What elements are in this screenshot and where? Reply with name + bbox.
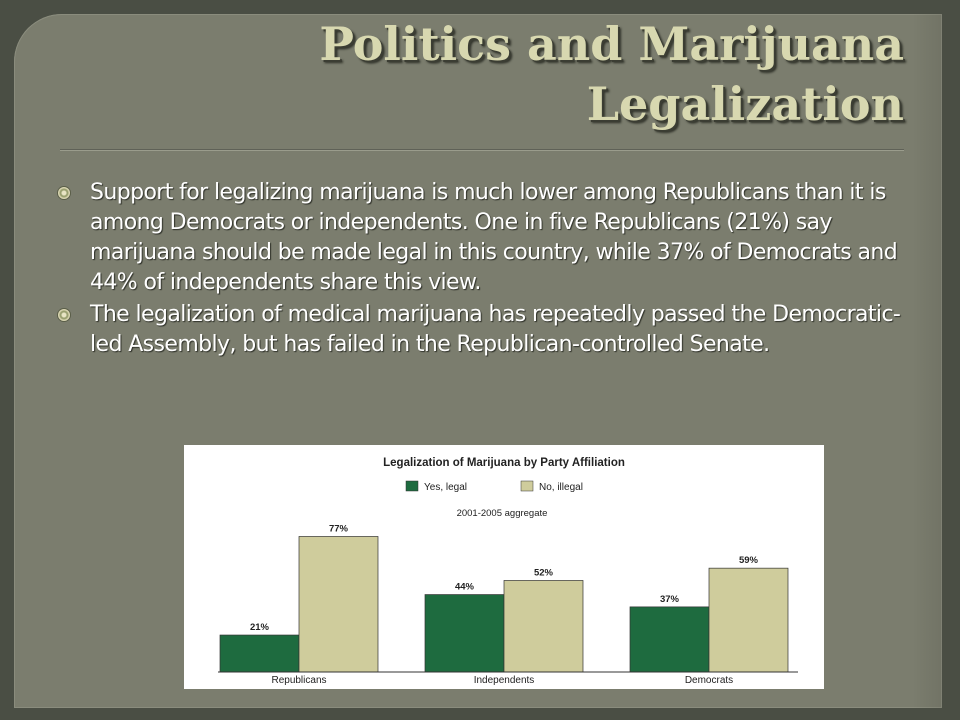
- data-label: 77%: [329, 523, 349, 534]
- data-label: 59%: [739, 555, 759, 566]
- chart-subtitle: 2001-2005 aggregate: [457, 508, 548, 519]
- chart-container: Legalization of Marijuana by Party Affil…: [184, 445, 824, 689]
- bar-yes-democrats: [629, 606, 710, 673]
- bar-no-democrats: [708, 567, 789, 673]
- category-label: Democrats: [685, 675, 733, 686]
- legend-swatch-no: [520, 480, 534, 492]
- bar-yes-independents: [424, 594, 505, 673]
- bullet-item: The legalization of medical marijuana ha…: [56, 300, 916, 360]
- panel-shade: [912, 14, 942, 708]
- legend-swatch-yes: [405, 480, 419, 492]
- data-label: 52%: [534, 567, 554, 578]
- category-label: Republicans: [271, 675, 326, 686]
- title-divider: [60, 149, 904, 151]
- bar-chart: Legalization of Marijuana by Party Affil…: [218, 457, 798, 686]
- bullet-icon: [58, 309, 70, 321]
- bullet-item: Support for legalizing marijuana is much…: [56, 178, 916, 298]
- bullet-text: The legalization of medical marijuana ha…: [90, 302, 901, 357]
- legend-label-yes: Yes, legal: [424, 482, 467, 493]
- data-label: 21%: [250, 622, 270, 633]
- bullet-text: Support for legalizing marijuana is much…: [90, 180, 898, 295]
- slide-title: Politics and Marijuana Legalization: [319, 17, 904, 131]
- data-label: 44%: [455, 582, 475, 593]
- bar-yes-republicans: [219, 634, 300, 673]
- bullet-list: Support for legalizing marijuana is much…: [56, 178, 916, 362]
- data-label: 37%: [660, 594, 680, 605]
- chart-title: Legalization of Marijuana by Party Affil…: [383, 457, 625, 469]
- bars-group: 21% 77% Republicans 44% 52% Independents 37% 59…: [219, 523, 789, 686]
- legend-label-no: No, illegal: [539, 482, 583, 493]
- category-label: Independents: [474, 675, 535, 686]
- bar-no-republicans: [298, 536, 379, 673]
- bullet-icon: [58, 187, 70, 199]
- bar-no-independents: [503, 580, 584, 673]
